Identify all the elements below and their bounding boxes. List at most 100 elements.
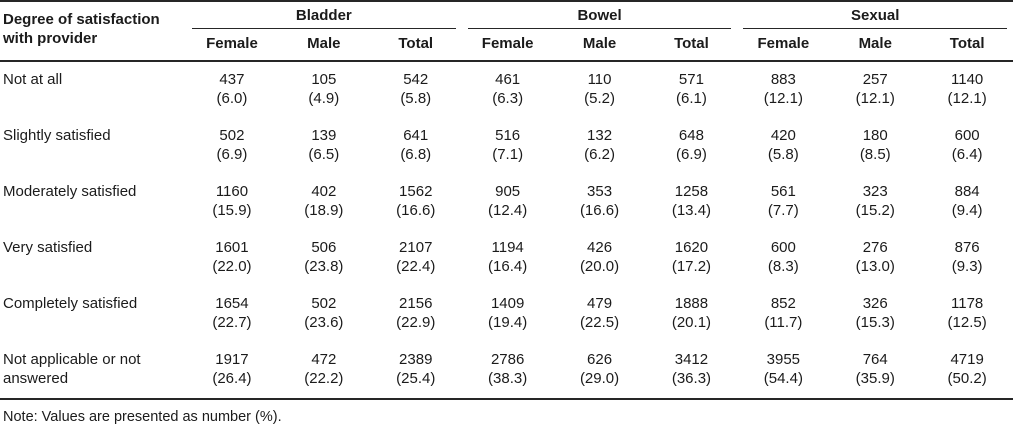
count-value: 1160 (215, 183, 249, 200)
table-row: Very satisfied 1601 (22.0) 506 (23.8) 2107 (22… (0, 230, 1013, 286)
value-cell: 420 (5.8) (737, 118, 829, 174)
value-cell: 257 (12.1) (829, 61, 921, 118)
count-value: 1258 (674, 183, 709, 200)
count-value: 353 (587, 183, 613, 200)
percent-value: (17.2) (671, 257, 712, 275)
table-header: Degree of satisfaction with provider Bla… (0, 1, 1013, 62)
percent-value: (6.9) (216, 145, 248, 163)
count-value: 257 (862, 71, 888, 88)
count-value: 876 (954, 239, 980, 256)
percent-value: (6.2) (584, 145, 615, 163)
percent-value: (23.8) (304, 257, 344, 275)
value-cell: 561 (7.7) (737, 174, 829, 230)
count-value: 2156 (399, 295, 433, 312)
percent-value: (5.2) (584, 89, 615, 107)
count-value: 2107 (399, 239, 433, 256)
count-value: 437 (219, 71, 245, 88)
count-value: 323 (862, 183, 888, 200)
value-cell: 876 (9.3) (921, 230, 1013, 286)
value-cell: 426 (20.0) (554, 230, 646, 286)
percent-value: (8.5) (859, 145, 891, 163)
value-cell: 1409 (19.4) (462, 286, 554, 342)
table-note: Note: Values are presented as number (%)… (3, 409, 282, 425)
count-value: 648 (678, 127, 704, 144)
value-cell: 764 (35.9) (829, 342, 922, 400)
value-cell: 1194 (16.4) (462, 230, 554, 286)
sub-header-male: Male (553, 29, 646, 62)
row-header-title: Degree of satisfaction with provider (0, 1, 186, 62)
percent-value: (22.2) (304, 369, 344, 387)
value-cell: 1654 (22.7) (186, 286, 278, 342)
percent-value: (6.4) (951, 145, 983, 163)
value-cell: 1562 (16.6) (370, 174, 462, 230)
value-cell: 323 (15.2) (829, 174, 921, 230)
percent-value: (16.6) (579, 201, 620, 219)
sub-header-row: Female Male Total Female Male Total Fema… (0, 29, 1013, 62)
row-label: Not applicable or not answered (0, 342, 186, 400)
count-value: 1140 (951, 71, 984, 88)
value-cell: 502 (23.6) (278, 286, 370, 342)
value-cell: 4719 (50.2) (921, 342, 1013, 400)
value-cell: 1917 (26.4) (186, 342, 278, 400)
value-cell: 2786 (38.3) (461, 342, 554, 400)
percent-value: (12.1) (947, 89, 987, 107)
value-cell: 105 (4.9) (278, 61, 370, 118)
count-value: 139 (311, 127, 337, 144)
count-value: 326 (862, 295, 888, 312)
count-value: 1888 (674, 295, 709, 312)
value-cell: 139 (6.5) (278, 118, 370, 174)
count-value: 2389 (399, 351, 433, 368)
table-body: Not at all 437 (6.0) 105 (4.9) 542 (5.8) 461 (6.… (0, 61, 1013, 400)
sub-header-female: Female (461, 29, 554, 62)
column-group-bladder-label: Bladder (192, 5, 456, 29)
value-cell: 852 (11.7) (737, 286, 829, 342)
percent-value: (18.9) (304, 201, 344, 219)
percent-value: (22.0) (212, 257, 252, 275)
count-value: 2786 (490, 351, 525, 368)
count-value: 3955 (766, 351, 801, 368)
percent-value: (29.0) (579, 369, 620, 387)
value-cell: 110 (5.2) (554, 61, 646, 118)
row-label: Completely satisfied (3, 295, 138, 312)
percent-value: (23.6) (304, 313, 344, 331)
percent-value: (15.2) (855, 201, 895, 219)
percent-value: (11.7) (764, 313, 803, 331)
row-label: Very satisfied (3, 239, 93, 256)
value-cell: 3955 (54.4) (737, 342, 830, 400)
percent-value: (5.8) (767, 145, 799, 163)
percent-value: (9.4) (951, 201, 983, 219)
count-value: 4719 (950, 351, 984, 368)
percent-value: (16.6) (396, 201, 436, 219)
sub-header-total: Total (921, 29, 1013, 62)
column-group-sexual-label: Sexual (743, 5, 1008, 29)
count-value: 1409 (490, 295, 525, 312)
percent-value: (22.9) (396, 313, 436, 331)
count-value: 852 (770, 295, 796, 312)
percent-value: (12.1) (763, 89, 803, 107)
count-value: 516 (495, 127, 521, 144)
value-cell: 905 (12.4) (462, 174, 554, 230)
percent-value: (26.4) (212, 369, 252, 387)
percent-value: (22.4) (396, 257, 436, 275)
row-label: Not at all (3, 71, 63, 88)
percent-value: (12.4) (488, 201, 528, 219)
value-cell: 626 (29.0) (553, 342, 646, 400)
value-cell: 353 (16.6) (554, 174, 646, 230)
value-cell: 2156 (22.9) (370, 286, 462, 342)
count-value: 571 (678, 71, 704, 88)
count-value: 884 (954, 183, 980, 200)
value-cell: 1160 (15.9) (186, 174, 278, 230)
percent-value: (22.7) (212, 313, 252, 331)
percent-value: (7.1) (492, 145, 524, 163)
count-value: 1620 (674, 239, 709, 256)
value-cell: 600 (8.3) (737, 230, 829, 286)
value-cell: 2107 (22.4) (370, 230, 462, 286)
value-cell: 506 (23.8) (278, 230, 370, 286)
sub-header-female: Female (186, 29, 278, 62)
value-cell: 132 (6.2) (554, 118, 646, 174)
row-label: Moderately satisfied (3, 183, 137, 200)
count-value: 600 (954, 127, 980, 144)
column-group-bowel-label: Bowel (467, 5, 732, 29)
value-cell: 461 (6.3) (462, 61, 554, 118)
